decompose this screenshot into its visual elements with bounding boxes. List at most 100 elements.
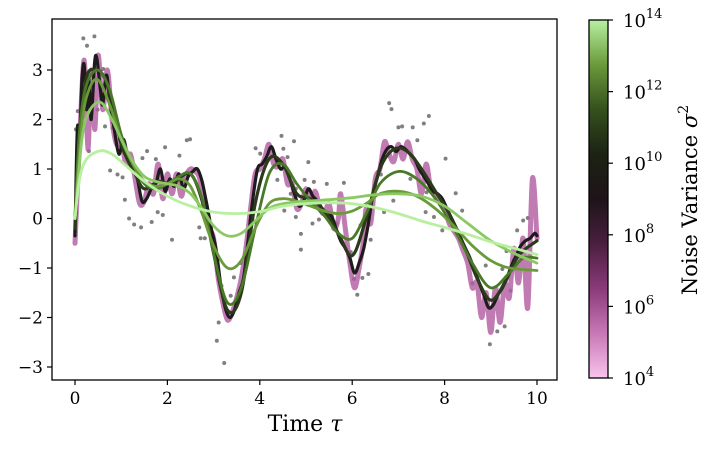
- data-point: [149, 219, 154, 224]
- data-point: [291, 139, 296, 144]
- data-point: [184, 138, 189, 143]
- data-point: [198, 236, 203, 241]
- data-point: [310, 221, 315, 226]
- data-point: [127, 216, 132, 221]
- series-line-1e13: [73, 100, 539, 265]
- data-point: [155, 210, 160, 215]
- data-point: [140, 156, 145, 161]
- colorbar-tick-base: 10: [623, 369, 646, 390]
- data-point: [341, 180, 346, 185]
- data-point: [360, 275, 365, 280]
- colorbar-tick-label: 106: [623, 293, 654, 318]
- x-axis-label-text: Time: [268, 412, 331, 437]
- data-point: [160, 213, 165, 218]
- data-point: [495, 329, 500, 334]
- data-point: [214, 338, 219, 343]
- data-point: [410, 125, 415, 130]
- colorbar-tick-label: 104: [623, 365, 654, 390]
- data-point: [387, 101, 392, 106]
- data-point: [431, 215, 436, 220]
- data-point: [258, 151, 263, 156]
- data-point: [460, 208, 465, 213]
- y-tick-label: 3: [32, 61, 43, 81]
- data-point: [408, 176, 413, 181]
- data-point: [170, 237, 175, 242]
- data-point: [132, 222, 137, 227]
- y-tick-label: −3: [18, 358, 43, 378]
- data-point: [216, 320, 221, 325]
- data-point: [424, 190, 429, 195]
- data-point: [500, 266, 505, 271]
- data-point: [306, 160, 311, 165]
- colorbar-tick-base: 10: [623, 83, 646, 104]
- data-point: [316, 217, 321, 222]
- data-point: [423, 210, 428, 215]
- x-tick-label: 4: [254, 389, 265, 409]
- data-point: [92, 34, 97, 39]
- colorbar-tick-base: 10: [623, 154, 646, 175]
- data-point: [108, 168, 113, 173]
- x-tick-label: 0: [70, 389, 81, 409]
- data-point: [324, 181, 329, 186]
- data-point: [391, 198, 396, 203]
- data-point: [253, 146, 258, 151]
- data-point: [275, 177, 280, 182]
- colorbar-tick-exponent: 10: [646, 150, 663, 165]
- plot-area: [72, 34, 540, 366]
- colorbar-tick-base: 10: [623, 297, 646, 318]
- data-point: [81, 36, 86, 41]
- data-point: [298, 231, 303, 236]
- data-point: [115, 172, 120, 177]
- data-point: [426, 114, 431, 119]
- colorbar-tick-exponent: 6: [646, 293, 654, 308]
- data-point: [153, 157, 158, 162]
- colorbar-tick-base: 10: [623, 226, 646, 247]
- colorbar-label-text: Noise Variance: [678, 128, 702, 295]
- colorbar-tick-exponent: 8: [646, 222, 654, 237]
- y-tick-label: −1: [18, 259, 43, 279]
- y-tick-label: −2: [18, 309, 43, 329]
- colorbar-tick-label: 1012: [623, 79, 662, 104]
- data-point: [400, 124, 405, 129]
- colorbar-label: Noise Variance σ2: [676, 105, 702, 295]
- colorbar-label-exponent: 2: [676, 105, 692, 114]
- colorbar-tick-label: 1010: [623, 150, 662, 175]
- data-point: [188, 137, 193, 142]
- data-point: [368, 237, 373, 242]
- series-line-1e14: [73, 149, 539, 256]
- data-point: [197, 225, 202, 230]
- data-point: [487, 342, 492, 347]
- data-point: [282, 208, 287, 213]
- data-point: [231, 275, 236, 280]
- data-point: [483, 263, 488, 268]
- series-line-1e10: [73, 68, 539, 315]
- data-point: [415, 138, 420, 143]
- data-point: [521, 218, 526, 223]
- data-point: [355, 292, 360, 297]
- x-axis-label-symbol: τ: [330, 412, 343, 437]
- colorbar-tick-exponent: 12: [646, 79, 663, 94]
- data-point: [281, 146, 286, 151]
- x-tick-label: 8: [439, 389, 450, 409]
- data-point: [163, 145, 168, 150]
- data-point: [293, 215, 298, 220]
- data-point: [145, 149, 150, 154]
- data-point: [228, 293, 233, 298]
- colorbar-tick-exponent: 14: [646, 7, 663, 22]
- data-point: [222, 361, 227, 366]
- data-point: [202, 236, 207, 241]
- data-point: [453, 191, 458, 196]
- data-point: [279, 133, 284, 138]
- data-point: [302, 177, 307, 182]
- data-point: [366, 271, 371, 276]
- data-point: [103, 124, 108, 129]
- data-point: [120, 175, 125, 180]
- data-point: [421, 121, 426, 126]
- data-point: [389, 107, 394, 112]
- y-tick-label: 1: [32, 160, 43, 180]
- data-point: [515, 228, 520, 233]
- plot-frame: [51, 18, 558, 381]
